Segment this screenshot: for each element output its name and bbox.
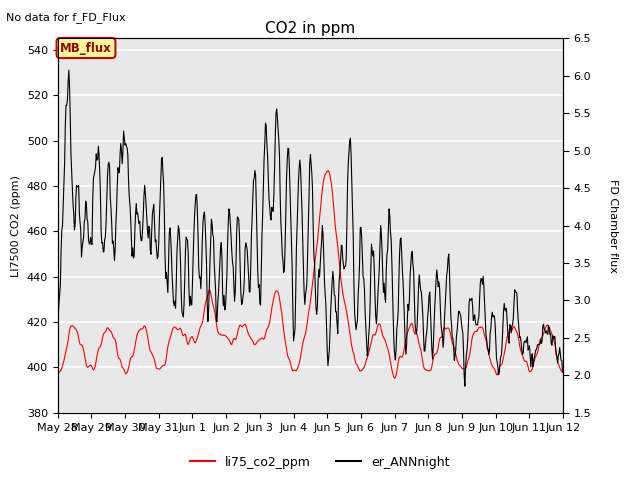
Y-axis label: FD Chamber flux: FD Chamber flux — [608, 179, 618, 273]
Text: No data for f_FD_Flux: No data for f_FD_Flux — [6, 12, 126, 23]
Title: CO2 in ppm: CO2 in ppm — [265, 21, 356, 36]
Text: MB_flux: MB_flux — [60, 41, 112, 55]
Y-axis label: LI7500 CO2 (ppm): LI7500 CO2 (ppm) — [11, 175, 21, 276]
Legend: li75_co2_ppm, er_ANNnight: li75_co2_ppm, er_ANNnight — [186, 451, 454, 474]
